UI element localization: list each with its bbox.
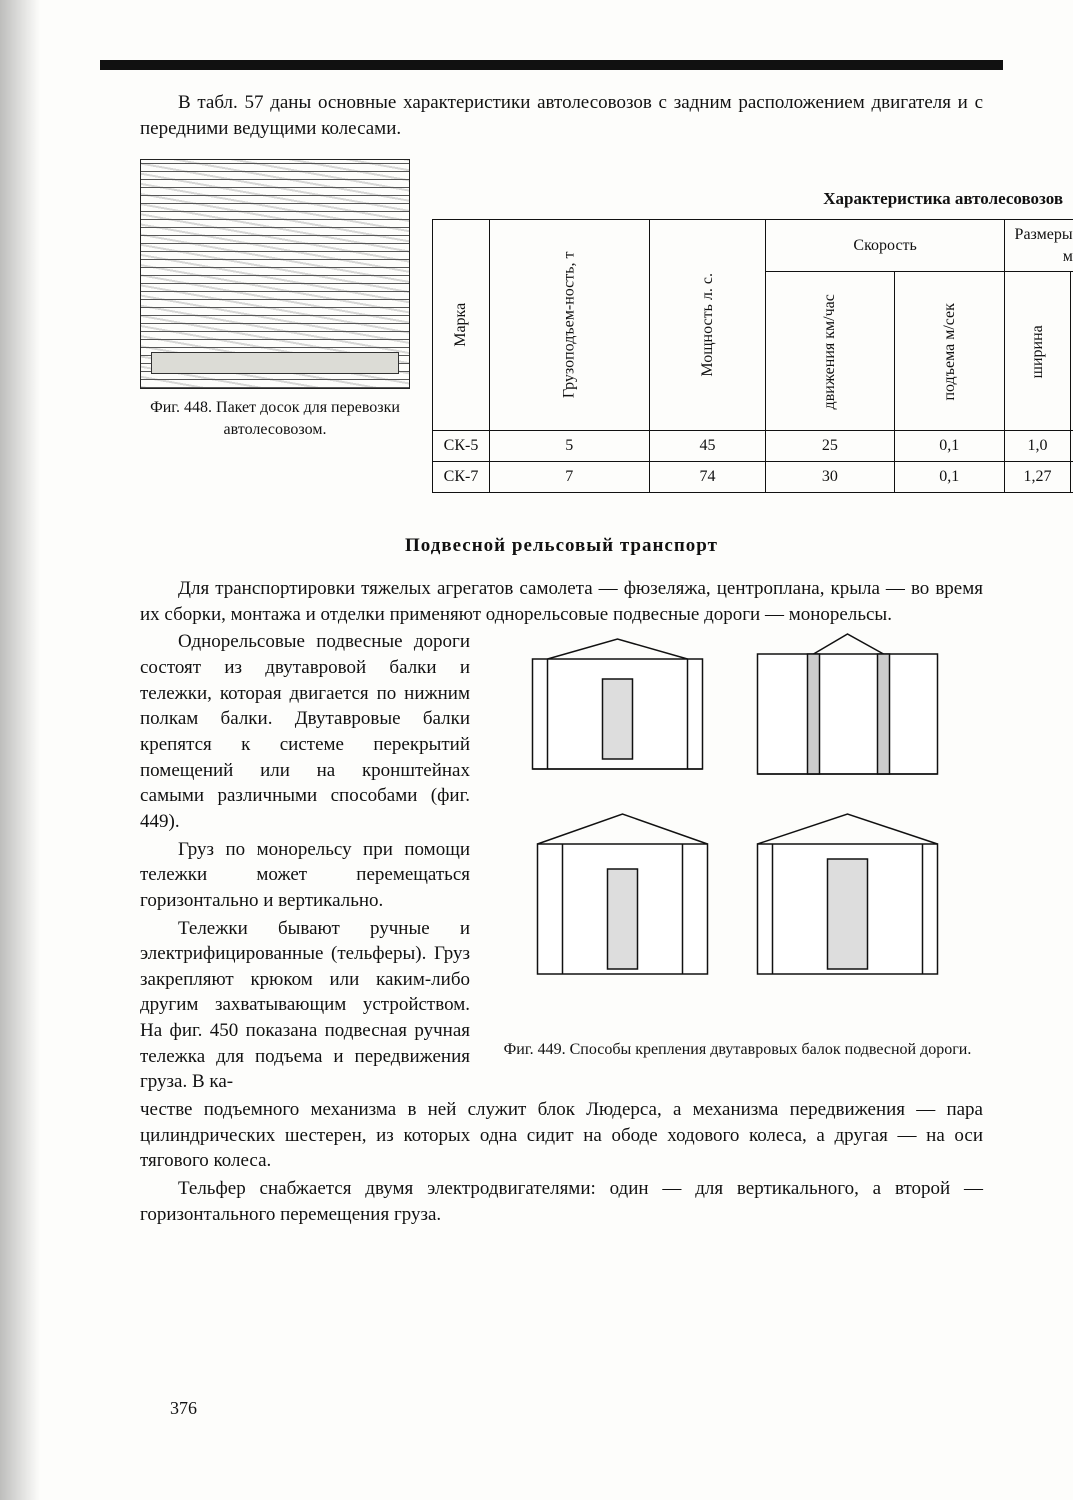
figure-449-image xyxy=(492,629,983,1029)
cell: 1,27 xyxy=(1005,461,1071,492)
cell: 0,1 xyxy=(894,461,1004,492)
table-title: Характеристика автолесовозов xyxy=(432,188,1073,211)
table-row: СК-7 7 74 30 0,1 1,27 1,27 4,79 — xyxy=(433,461,1073,492)
left-text-column: Однорельсовые подвесные дороги состоят и… xyxy=(140,629,470,1097)
intro-paragraph: В табл. 57 даны основные характеристики … xyxy=(140,90,983,141)
figure-448: Фиг. 448. Пакет досок для перевозки авто… xyxy=(140,159,410,440)
paragraph: Груз по монорельсу при помощи тележки мо… xyxy=(140,837,470,914)
table-57: Марка Грузоподъем-ность, т Мощность л. с… xyxy=(432,219,1073,492)
table-row: СК-5 5 45 25 0,1 1,0 1,2 — 4,25 xyxy=(433,431,1073,462)
col-size-group: Размеры пакета м xyxy=(1005,220,1073,272)
col-speed-lift: подъема м/сек xyxy=(894,272,1004,431)
table-number: Т а б л и ц а 57 xyxy=(432,159,1073,182)
cell: 0,1 xyxy=(894,431,1004,462)
paragraph: Тележки бывают ручные и электрифицирован… xyxy=(140,916,470,1095)
cell: 74 xyxy=(649,461,766,492)
paragraph: Однорельсовые подвесные дороги состоят и… xyxy=(140,629,470,834)
section-title: Подвесной рельсовый транспорт xyxy=(140,533,983,559)
page: В табл. 57 даны основные характеристики … xyxy=(0,0,1073,1500)
figure-448-caption: Фиг. 448. Пакет досок для перевозки авто… xyxy=(140,397,410,440)
figure-448-image xyxy=(140,159,410,389)
binding-shadow xyxy=(0,0,40,1500)
text-and-figure-row: Однорельсовые подвесные дороги состоят и… xyxy=(140,629,983,1097)
table-57-block: Т а б л и ц а 57 Характеристика автолесо… xyxy=(432,159,1073,492)
body-text-continued: честве подъемного механизма в ней служит… xyxy=(140,1097,983,1227)
figure-449: Фиг. 449. Способы крепления двутавровых … xyxy=(492,629,983,1061)
cell: СК-7 xyxy=(433,461,490,492)
cell: 1,0 xyxy=(1005,431,1071,462)
cell: 7 xyxy=(489,461,649,492)
cell: 45 xyxy=(649,431,766,462)
cell: 30 xyxy=(766,461,894,492)
top-border xyxy=(100,60,1003,70)
figure-and-table-row: Фиг. 448. Пакет досок для перевозки авто… xyxy=(140,159,983,492)
col-power: Мощность л. с. xyxy=(649,220,766,431)
figure-449-caption: Фиг. 449. Способы крепления двутавровых … xyxy=(492,1039,983,1061)
col-speed-group: Скорость xyxy=(766,220,1005,272)
cell: 25 xyxy=(766,431,894,462)
col-marka: Марка xyxy=(433,220,490,431)
col-gruz: Грузоподъем-ность, т xyxy=(489,220,649,431)
col-width: ширина xyxy=(1005,272,1071,431)
paragraph: Тельфер снабжается двумя электродвигател… xyxy=(140,1176,983,1227)
page-number: 376 xyxy=(170,1396,197,1420)
cell: 5 xyxy=(489,431,649,462)
paragraph: честве подъемного механизма в ней служит… xyxy=(140,1097,983,1174)
col-speed-drive: движения км/час xyxy=(766,272,894,431)
body-text: Для транспортировки тяжелых агрегатов са… xyxy=(140,576,983,627)
paragraph: Для транспортировки тяжелых агрегатов са… xyxy=(140,576,983,627)
cell: СК-5 xyxy=(433,431,490,462)
